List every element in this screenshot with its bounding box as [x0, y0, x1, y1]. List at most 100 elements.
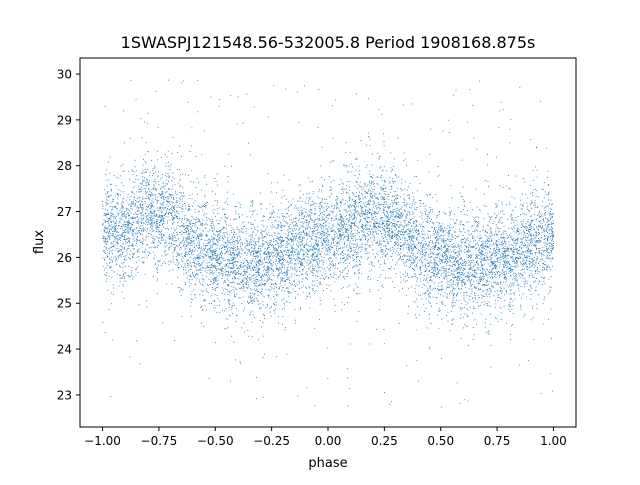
data-point	[514, 266, 516, 267]
data-point	[551, 252, 553, 254]
data-point	[109, 266, 111, 268]
data-point	[380, 274, 382, 276]
data-point	[189, 151, 191, 152]
data-point	[510, 265, 512, 267]
data-point	[380, 244, 382, 246]
data-point	[463, 204, 465, 206]
data-point	[505, 230, 507, 232]
data-point	[430, 237, 431, 239]
data-point	[460, 291, 462, 293]
data-point	[397, 213, 399, 215]
data-point	[109, 251, 111, 253]
data-point	[515, 262, 517, 264]
data-point	[299, 232, 301, 234]
data-point	[445, 230, 447, 232]
data-point	[487, 240, 489, 242]
data-point	[538, 252, 540, 253]
data-point	[292, 235, 294, 237]
data-point	[294, 266, 296, 268]
data-point	[257, 261, 259, 263]
data-point	[527, 248, 529, 250]
data-point	[292, 249, 294, 251]
data-point	[314, 270, 315, 271]
data-point	[179, 145, 180, 147]
data-point	[185, 228, 186, 230]
data-point	[392, 280, 394, 282]
data-point	[415, 246, 417, 248]
data-point	[285, 233, 287, 235]
data-point	[346, 235, 348, 237]
data-point	[320, 242, 322, 243]
data-point	[269, 256, 270, 258]
data-point	[447, 233, 449, 235]
data-point	[123, 247, 125, 249]
data-point	[190, 223, 192, 225]
data-point	[121, 247, 123, 249]
data-point	[191, 298, 192, 300]
data-point	[439, 222, 441, 224]
data-point	[139, 213, 141, 215]
data-point	[233, 243, 235, 245]
data-point	[376, 233, 377, 235]
data-point	[286, 279, 287, 281]
data-point	[444, 278, 445, 280]
data-point	[401, 226, 403, 228]
data-point	[421, 215, 423, 217]
data-point	[258, 270, 260, 272]
data-point	[495, 203, 497, 205]
data-point	[468, 276, 470, 278]
data-point	[319, 250, 321, 252]
data-point	[250, 261, 252, 263]
data-point	[482, 265, 484, 267]
data-point	[520, 286, 522, 288]
data-point	[122, 213, 124, 215]
data-point	[397, 194, 399, 196]
data-point	[429, 154, 431, 155]
data-point	[221, 256, 222, 258]
data-point	[254, 252, 256, 254]
data-point	[395, 264, 396, 266]
data-point	[440, 281, 442, 283]
data-point	[271, 235, 273, 237]
data-point	[413, 259, 415, 261]
data-point	[130, 223, 132, 225]
data-point	[340, 239, 342, 241]
data-point	[523, 226, 525, 228]
data-point	[543, 182, 545, 183]
data-point	[448, 233, 450, 235]
data-point	[200, 236, 202, 238]
data-point	[300, 210, 302, 212]
data-point	[250, 297, 252, 299]
data-point	[503, 252, 505, 254]
data-point	[438, 236, 440, 238]
data-point	[374, 211, 376, 213]
data-point	[190, 245, 192, 247]
data-point	[162, 215, 164, 217]
data-point	[155, 188, 157, 190]
data-point	[467, 251, 469, 253]
data-point	[260, 249, 262, 251]
data-point	[396, 207, 398, 209]
data-point	[183, 195, 185, 197]
data-point	[103, 241, 105, 243]
data-point	[539, 261, 541, 263]
data-point	[320, 204, 322, 206]
data-point	[552, 232, 554, 233]
data-point	[429, 286, 431, 288]
data-point	[295, 298, 297, 300]
data-point	[474, 319, 476, 321]
data-point	[415, 230, 416, 232]
data-point	[125, 228, 127, 230]
data-point	[335, 217, 337, 219]
data-point	[448, 230, 449, 232]
data-point	[200, 222, 202, 224]
data-point	[321, 259, 323, 261]
data-point	[458, 288, 460, 289]
data-point	[491, 254, 493, 255]
data-point	[551, 225, 552, 227]
data-point	[198, 243, 200, 245]
data-point	[273, 245, 275, 247]
data-point	[174, 235, 175, 236]
data-point	[278, 322, 279, 324]
data-point	[338, 240, 340, 242]
